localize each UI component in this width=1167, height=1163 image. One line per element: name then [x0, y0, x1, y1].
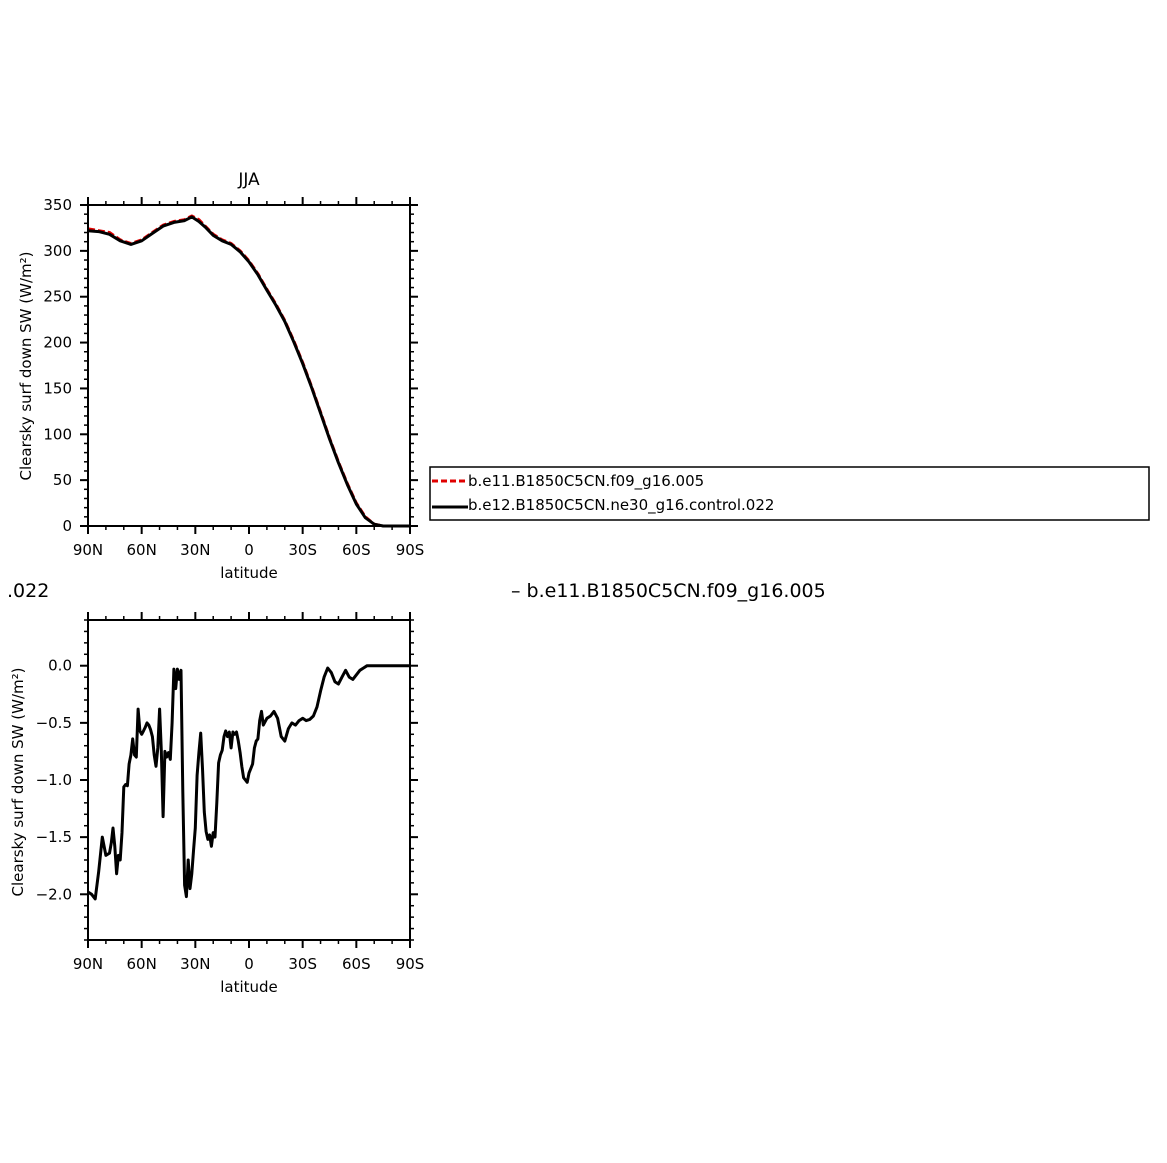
bottom-chart-ytick-label: −0.5: [36, 714, 72, 732]
top-chart-ytick-label: 100: [43, 425, 72, 443]
top-chart-ytick-label: 50: [53, 471, 72, 489]
top-chart-xtick-label: 30S: [288, 541, 317, 559]
bottom-chart-ylabel: Clearsky surf down SW (W/m²): [9, 668, 27, 897]
fragment-left-label: .022: [7, 580, 49, 602]
top-chart-ytick-label: 150: [43, 379, 72, 397]
top-chart-ytick-label: 200: [43, 334, 72, 352]
top-chart-xtick-label: 30N: [180, 541, 210, 559]
bottom-chart-xtick-label: 30N: [180, 955, 210, 973]
top-chart-frame: [87, 204, 411, 527]
bottom-chart-xtick-label: 90N: [73, 955, 103, 973]
legend-box: [429, 466, 1150, 521]
bottom-chart-series-line-0: [87, 664, 410, 901]
top-chart-xtick-label: 90N: [73, 541, 103, 559]
top-chart-ytick-label: 250: [43, 288, 72, 306]
bottom-chart-xlabel: latitude: [220, 978, 278, 996]
bottom-chart-ytick-label: 0.0: [48, 657, 72, 675]
bottom-chart-ytick-label: −1.0: [36, 771, 72, 789]
top-chart: JJA latitude Clearsky surf down SW (W/m²…: [17, 170, 424, 582]
bottom-chart-xtick-label: 90S: [396, 955, 425, 973]
top-chart-xtick-label: 0: [244, 541, 254, 559]
bottom-chart-ytick-label: −1.5: [36, 828, 72, 846]
top-chart-xlabel: latitude: [220, 564, 278, 582]
top-chart-xtick-label: 90S: [396, 541, 425, 559]
top-chart-series-line-1: [87, 215, 410, 528]
bottom-chart: latitude Clearsky surf down SW (W/m²) 90…: [9, 612, 424, 996]
legend: b.e11.B1850C5CN.f09_g16.005 b.e12.B1850C…: [429, 466, 1150, 521]
bottom-chart-xtick-label: 60N: [127, 955, 157, 973]
legend-label-0: b.e11.B1850C5CN.f09_g16.005: [468, 472, 704, 491]
top-chart-title: JJA: [237, 170, 260, 190]
top-chart-xtick-label: 60S: [342, 541, 371, 559]
top-chart-ytick-label: 300: [43, 242, 72, 260]
top-chart-ytick-label: 350: [43, 196, 72, 214]
fragment-right-label: – b.e11.B1850C5CN.f09_g16.005: [511, 580, 826, 602]
top-chart-ytick-label: 0: [62, 517, 72, 535]
top-chart-ylabel: Clearsky surf down SW (W/m²): [17, 252, 35, 481]
bottom-chart-xtick-label: 30S: [288, 955, 317, 973]
legend-label-1: b.e12.B1850C5CN.ne30_g16.control.022: [468, 496, 774, 515]
bottom-chart-xtick-label: 60S: [342, 955, 371, 973]
bottom-chart-ytick-label: −2.0: [36, 885, 72, 903]
bottom-chart-xtick-label: 0: [244, 955, 254, 973]
top-chart-xtick-label: 60N: [127, 541, 157, 559]
